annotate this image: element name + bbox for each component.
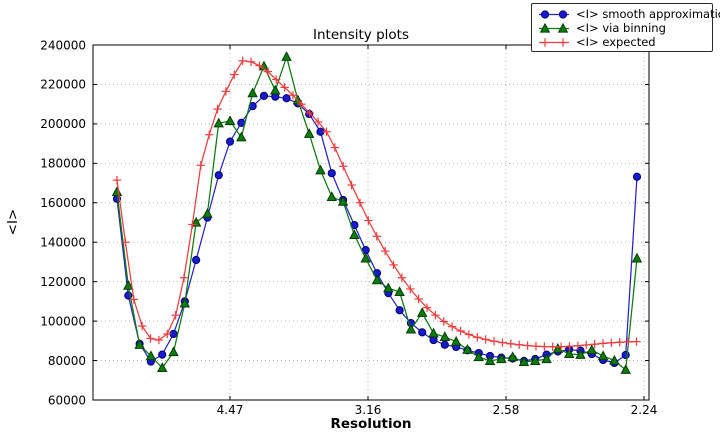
marker-circle — [418, 328, 427, 337]
marker-circle — [225, 137, 235, 146]
legend: <I> smooth approximation <I> via binning <… — [531, 3, 720, 52]
marker-triangle — [597, 350, 609, 361]
marker-triangle — [563, 348, 575, 358]
marker-triangle — [496, 353, 507, 364]
y-tick-label: 240000 — [40, 38, 86, 52]
gridlines — [93, 45, 649, 400]
marker-circle — [158, 350, 167, 359]
marker-triangle — [518, 356, 530, 367]
marker-triangle — [507, 351, 518, 362]
marker-circle — [327, 169, 336, 178]
marker-triangle — [462, 344, 473, 354]
marker-triangle — [360, 252, 371, 263]
marker-triangle — [484, 355, 496, 366]
marker-triangle — [337, 195, 349, 206]
marker-triangle — [394, 286, 405, 297]
legend-item-smooth: <I> smooth approximation — [537, 7, 720, 21]
marker-triangle — [428, 327, 439, 338]
marker-triangle — [224, 115, 236, 126]
y-tick-label: 60000 — [48, 393, 86, 407]
series-expected — [112, 56, 641, 351]
y-tick-label: 140000 — [40, 236, 86, 250]
marker-triangle — [450, 335, 462, 346]
legend-marker-sample — [539, 9, 569, 19]
marker-triangle — [620, 364, 631, 374]
y-tick-label: 200000 — [40, 117, 86, 131]
marker-circle — [214, 171, 223, 180]
marker-triangle — [202, 207, 213, 218]
legend-marker-sample — [539, 37, 569, 47]
y-tick-label: 160000 — [40, 196, 86, 210]
marker-triangle — [326, 191, 338, 201]
marker-circle — [429, 335, 438, 345]
marker-triangle — [586, 344, 598, 355]
y-tick-label: 80000 — [48, 354, 86, 368]
marker-triangle — [609, 354, 620, 365]
marker-triangle — [281, 51, 292, 61]
marker-triangle — [145, 350, 157, 361]
y-tick-label: 120000 — [40, 275, 86, 289]
marker-triangle — [416, 307, 428, 317]
y-axis-label: <I> — [5, 209, 21, 236]
marker-triangle — [123, 279, 134, 290]
marker-circle — [540, 9, 550, 19]
legend-item-label: <I> via binning — [576, 21, 666, 35]
y-tick-label: 220000 — [40, 78, 86, 92]
marker-triangle — [179, 297, 191, 308]
marker-circle — [192, 255, 201, 265]
marker-circle — [558, 9, 568, 19]
marker-triangle — [236, 131, 247, 142]
legend-item-binning: <I> via binning — [537, 21, 707, 35]
data-series — [111, 51, 643, 374]
x-tick-label: 4.47 — [217, 403, 244, 417]
marker-triangle — [575, 349, 586, 359]
marker-circle — [621, 350, 630, 360]
marker-triangle — [134, 339, 145, 349]
marker-triangle — [371, 274, 383, 285]
x-tick-label: 2.58 — [493, 403, 520, 417]
marker-circle — [440, 340, 449, 349]
marker-triangle — [439, 331, 451, 341]
marker-triangle — [213, 117, 224, 128]
axes-frame — [92, 44, 650, 401]
tick-labels: 4.47 3.16 2.58 2.24 60000 80000 100000 120000 14… — [40, 38, 657, 417]
marker-circle — [282, 94, 291, 103]
marker-triangle — [530, 355, 541, 366]
marker-triangle — [303, 128, 315, 138]
marker-triangle — [473, 351, 484, 362]
marker-triangle — [539, 22, 551, 33]
marker-circle — [259, 91, 269, 100]
marker-triangle — [247, 87, 258, 98]
marker-triangle — [156, 362, 168, 372]
x-tick-label: 2.24 — [631, 403, 658, 417]
legend-item-label: <I> expected — [576, 35, 656, 49]
marker-triangle — [541, 353, 552, 364]
legend-item-label: <I> smooth approximation — [576, 7, 720, 21]
marker-triangle — [270, 84, 281, 95]
x-axis-label: Resolution — [330, 416, 411, 432]
marker-triangle — [383, 282, 394, 293]
marker-triangle — [557, 22, 569, 33]
marker-circle — [395, 306, 404, 315]
y-tick-label: 100000 — [40, 314, 86, 328]
legend-item-expected: <I> expected — [537, 35, 707, 49]
marker-triangle — [349, 229, 360, 240]
marker-triangle — [315, 164, 326, 175]
legend-marker-sample — [539, 22, 569, 33]
x-tick-label: 3.16 — [355, 403, 382, 417]
chart-title: Intensity plots — [313, 27, 409, 43]
y-tick-label: 180000 — [40, 157, 86, 171]
marker-circle — [632, 172, 642, 181]
marker-triangle — [552, 343, 564, 353]
marker-triangle — [631, 252, 643, 263]
marker-triangle — [405, 323, 417, 334]
marker-triangle — [168, 346, 179, 357]
